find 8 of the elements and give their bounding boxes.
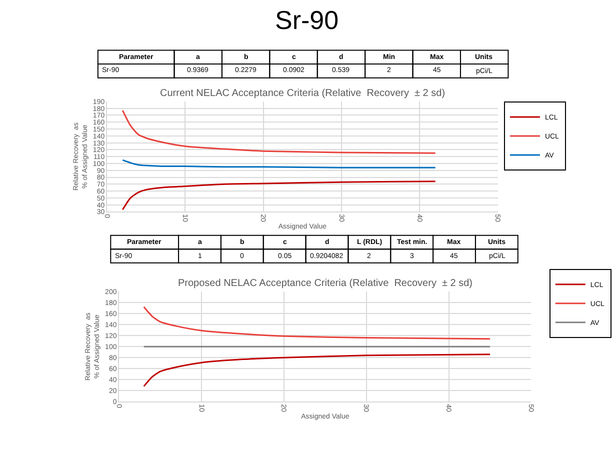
line-series [122,110,436,154]
line-series [122,159,436,168]
chart-title: Proposed NELAC Acceptance Criteria (Relative Recovery ± 2 sd) [178,278,473,289]
line-series [143,306,491,340]
line-series [143,354,491,388]
chart-title: Current NELAC Acceptance Criteria (Relative Recovery ± 2 sd) [160,88,446,99]
line-series [122,180,436,210]
text: Sr-90 [275,5,339,35]
